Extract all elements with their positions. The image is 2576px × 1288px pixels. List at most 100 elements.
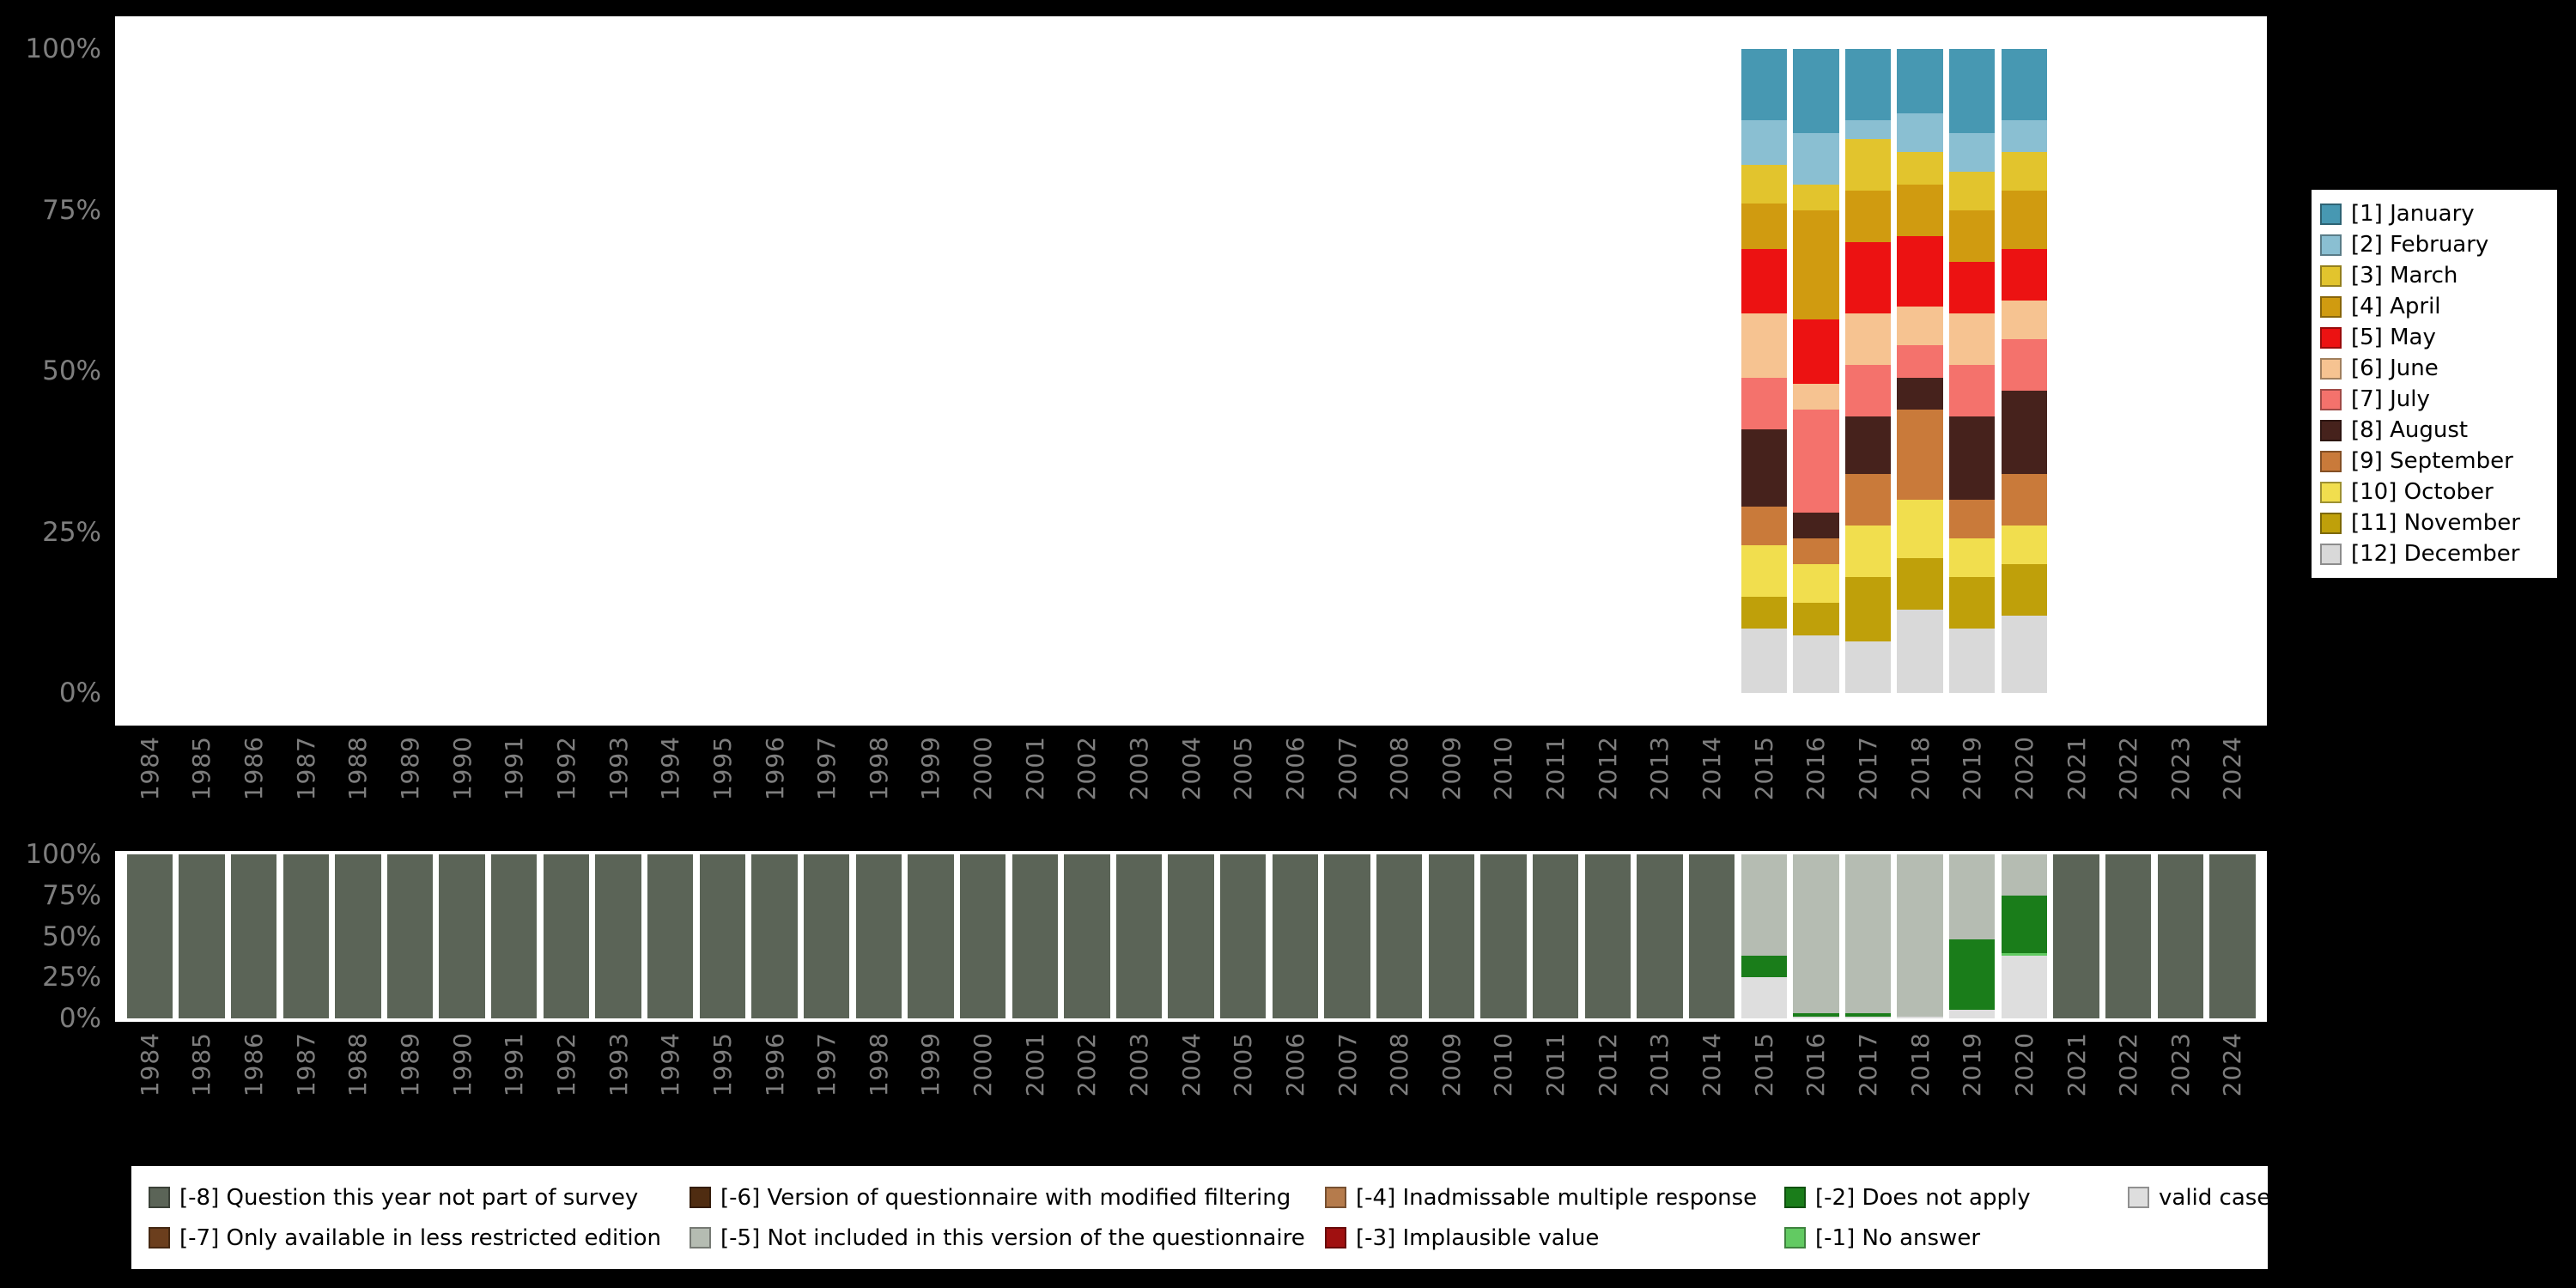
bar-segment [1741, 854, 1787, 957]
bar-segment [1949, 854, 1996, 940]
bar-segment [1741, 119, 1787, 165]
bar-segment [1844, 854, 1892, 1014]
year-label: 1990 [447, 1032, 477, 1097]
bar-slot [1998, 854, 2050, 1018]
legend-item: [-6] Version of questionnaire with modif… [690, 1185, 1325, 1211]
year-label: 1989 [396, 1032, 425, 1097]
year-label: 2000 [969, 1032, 998, 1097]
bar-segment [1324, 854, 1370, 1018]
x-axis-label-slot: 1995 [696, 736, 749, 842]
bar-segment [1793, 1013, 1839, 1018]
x-axis-label-slot: 1997 [800, 736, 853, 842]
x-axis-label-slot: 2023 [2154, 736, 2207, 842]
y-axis-tick-label: 100% [25, 33, 101, 64]
stacked-bar [1897, 49, 1943, 693]
bar-slot [1425, 854, 1478, 1018]
year-label: 2000 [969, 736, 998, 801]
bar-slot [384, 854, 436, 1018]
year-label: 2004 [1176, 736, 1206, 801]
legend-swatch [2320, 388, 2342, 410]
bar-slot [1842, 49, 1894, 693]
bar-segment [1012, 854, 1058, 1018]
stacked-bar [2053, 854, 2099, 1018]
year-label: 1999 [916, 1032, 945, 1097]
year-label: 1984 [135, 1032, 164, 1097]
bar-segment [751, 854, 798, 1018]
bar-slot [1009, 49, 1061, 693]
bar-slot [1582, 49, 1634, 693]
bar-segment [1949, 416, 1996, 500]
x-axis-label-slot: 2010 [1478, 1032, 1530, 1139]
stacked-bar [1949, 49, 1996, 693]
year-label: 1998 [864, 1032, 893, 1097]
year-label: 2010 [1489, 736, 1518, 801]
bar-segment [1949, 500, 1996, 538]
bar-segment [283, 854, 329, 1018]
y-axis-tick-label: 25% [42, 962, 101, 993]
y-axis-tick-label: 50% [42, 920, 101, 952]
bar-segment [1949, 577, 1996, 629]
bar-slot [592, 854, 645, 1018]
legend-label: [8] August [2351, 417, 2469, 443]
bar-segment [1949, 538, 1996, 577]
legend-item: [2] February [2320, 232, 2549, 258]
year-label: 2014 [1698, 736, 1727, 801]
x-axis-label-slot: 2019 [1946, 736, 1998, 842]
legend-label: [11] November [2351, 510, 2520, 536]
bar-segment [1949, 261, 1996, 313]
bar-slot [124, 854, 176, 1018]
year-label: 2017 [1853, 1032, 1882, 1097]
year-label: 2008 [1385, 1032, 1414, 1097]
bar-segment [1897, 235, 1943, 307]
bar-segment [1428, 854, 1475, 1018]
x-axis-label-slot: 2008 [1373, 1032, 1425, 1139]
legend-swatch [149, 1227, 170, 1249]
year-label: 2019 [1958, 1032, 1987, 1097]
y-axis-tick-label: 75% [42, 194, 101, 226]
stacked-bar [1376, 49, 1422, 693]
month-legend-items: [1] January [2] February [3] March [4] Apri… [2320, 201, 2549, 567]
stacked-bar [1637, 854, 1683, 1018]
bar-slot [1373, 854, 1425, 1018]
bar-slot [488, 854, 540, 1018]
legend-swatch [2320, 512, 2342, 534]
bar-segment [959, 854, 1006, 1018]
bar-slot [644, 49, 696, 693]
legend-item: [8] August [2320, 417, 2549, 443]
bar-segment [1741, 544, 1787, 597]
legend-swatch [2320, 543, 2342, 565]
legend-item: [6] June [2320, 355, 2549, 381]
x-axis-label-slot: 1994 [644, 736, 696, 842]
bar-segment [2001, 49, 2048, 120]
year-label: 2018 [1905, 736, 1935, 801]
bar-segment [1897, 500, 1943, 558]
bar-segment [1741, 506, 1787, 545]
bar-slot [1634, 854, 1686, 1018]
x-axis-label-slot: 1998 [853, 736, 905, 842]
year-label: 1999 [916, 736, 945, 801]
month-legend: [1] January [2] February [3] March [4] Apri… [2312, 190, 2557, 578]
stacked-bar [1064, 854, 1110, 1018]
bar-slot [749, 854, 801, 1018]
stacked-bar [1220, 49, 1266, 693]
missing-values-legend-items: [-8] Question this year not part of surv… [149, 1180, 2282, 1255]
legend-label: [-8] Question this year not part of surv… [179, 1184, 639, 1211]
stacked-bar [1428, 854, 1475, 1018]
stacked-bar [544, 49, 589, 693]
bar-segment [1793, 603, 1839, 635]
bar-slot [332, 49, 385, 693]
year-label: 2015 [1749, 736, 1778, 801]
bar-segment [543, 854, 590, 1018]
bar-segment [335, 854, 381, 1018]
bar-segment [2001, 390, 2048, 474]
x-axis-label-slot: 2022 [2102, 1032, 2154, 1139]
bar-segment [2209, 854, 2256, 1018]
bar-segment [2105, 854, 2152, 1018]
missing-values-plot-area [124, 854, 2258, 1018]
x-axis-label-slot: 2008 [1373, 736, 1425, 842]
stacked-bar [1585, 49, 1631, 693]
year-label: 2010 [1489, 1032, 1518, 1097]
year-label: 1992 [551, 736, 580, 801]
x-axis-label-slot: 2005 [1217, 736, 1269, 842]
x-axis-label-slot: 2021 [2050, 736, 2103, 842]
